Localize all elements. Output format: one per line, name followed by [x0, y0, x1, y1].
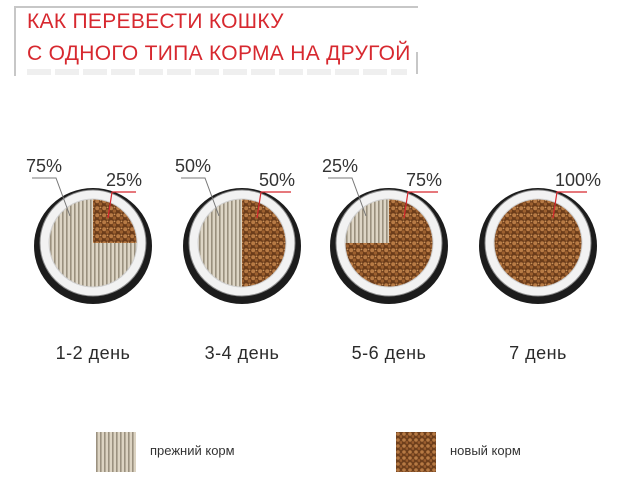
- stage-4: 100% 7 день: [463, 150, 613, 380]
- new-food-percent-3: 75%: [406, 170, 443, 190]
- title-frame-corner: [412, 52, 418, 74]
- bowl-2: [181, 177, 301, 304]
- day-label-2: 3-4 день: [204, 343, 280, 363]
- bowl-1: [32, 177, 152, 304]
- day-label-1: 1-2 день: [55, 343, 131, 363]
- day-label-3: 5-6 день: [351, 343, 427, 363]
- new-food-percent-1: 25%: [106, 170, 143, 190]
- new-food-area: [93, 199, 137, 243]
- old-food-percent-2: 50%: [175, 156, 212, 176]
- new-food-area: [345, 199, 433, 287]
- new-food-pointer: [552, 191, 587, 219]
- new-food-swatch-icon: [396, 432, 436, 472]
- day-label-4: 7 день: [509, 343, 567, 363]
- new-food-percent-4: 100%: [555, 170, 602, 190]
- old-food-pointer: [328, 177, 367, 217]
- new-food-area: [494, 199, 582, 287]
- stage-2: 50% 50% 3-4 день: [167, 150, 317, 380]
- new-food-legend-label: новый корм: [450, 443, 521, 458]
- title-underline: [27, 69, 407, 75]
- old-food-pointer: [181, 177, 220, 217]
- bowl-3: [328, 177, 448, 304]
- title-frame: [14, 6, 418, 76]
- stage-3: 25% 75% 5-6 день: [314, 150, 464, 380]
- old-food-percent-1: 75%: [26, 156, 63, 176]
- stage-1: 75% 25% 1-2 день: [18, 150, 168, 380]
- title-line-1: КАК ПЕРЕВЕСТИ КОШКУ: [27, 10, 284, 33]
- bowl-4: [479, 188, 597, 304]
- title-line-2: С ОДНОГО ТИПА КОРМА НА ДРУГОЙ: [27, 42, 411, 65]
- old-food-legend-label: прежний корм: [150, 443, 235, 458]
- old-food-swatch-icon: [96, 432, 136, 472]
- new-food-pointer: [403, 191, 438, 219]
- new-food-pointer: [256, 191, 291, 219]
- old-food-percent-3: 25%: [322, 156, 359, 176]
- new-food-percent-2: 50%: [259, 170, 296, 190]
- new-food-pointer: [107, 191, 136, 219]
- old-food-pointer: [32, 177, 71, 217]
- new-food-area: [242, 199, 286, 287]
